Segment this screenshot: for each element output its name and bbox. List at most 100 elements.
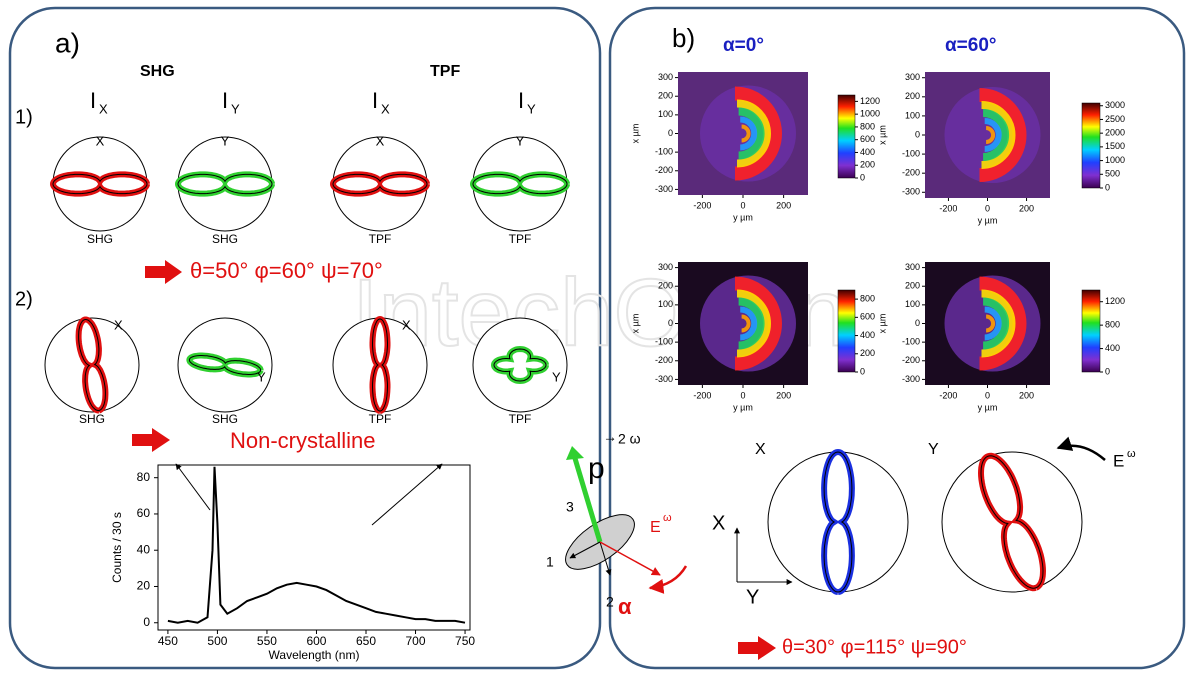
colorbar-tick-label: 400 bbox=[1105, 343, 1120, 353]
colorbar-tick-label: 200 bbox=[860, 160, 875, 170]
x-tick-label: -200 bbox=[939, 203, 957, 213]
label: α bbox=[618, 594, 632, 619]
x-axis-label: y µm bbox=[978, 402, 998, 412]
polar-axis: X bbox=[114, 317, 123, 332]
y-tick-label: 40 bbox=[137, 542, 151, 556]
spectrum-line bbox=[168, 467, 465, 623]
colorbar-tick-label: 1500 bbox=[1105, 141, 1125, 151]
pointer bbox=[176, 464, 210, 510]
colorbar-tick-label: 0 bbox=[1105, 182, 1110, 192]
x-tick-label: 200 bbox=[1019, 203, 1034, 213]
plot-frame bbox=[158, 465, 470, 630]
polar-axis: X bbox=[96, 133, 105, 148]
y-tick-label: 100 bbox=[905, 299, 920, 309]
alpha-header: α=0° bbox=[723, 35, 764, 56]
colorbar-tick-label: 400 bbox=[860, 147, 875, 157]
colorbar-tick-label: 0 bbox=[860, 172, 865, 182]
result: θ=30° φ=115° ψ=90° bbox=[782, 636, 967, 658]
figure: IntechOpen a) SHG TPF 1) 2) θ=50° φ=60° … bbox=[0, 0, 1190, 675]
arrowhead bbox=[566, 446, 584, 460]
y-tick-label: 300 bbox=[905, 262, 920, 272]
polar-name: SHG bbox=[212, 232, 238, 246]
rotation bbox=[1058, 446, 1105, 460]
column-header-sub: X bbox=[381, 101, 390, 116]
label: E bbox=[650, 519, 661, 536]
y-tick-label: -100 bbox=[902, 148, 920, 158]
y-tick-label: -200 bbox=[655, 355, 673, 365]
polar-name: TPF bbox=[369, 412, 392, 426]
x-tick-label: 450 bbox=[158, 634, 178, 648]
arrow bbox=[132, 428, 170, 452]
x-tick-label: 0 bbox=[985, 203, 990, 213]
colorbar-tick-label: 600 bbox=[860, 134, 875, 144]
y-tick-label: -300 bbox=[902, 187, 920, 197]
x-tick-label: 750 bbox=[455, 634, 475, 648]
polar-name: TPF bbox=[509, 232, 532, 246]
panel-label: b) bbox=[672, 23, 695, 53]
column-header-sub: X bbox=[99, 101, 108, 116]
x-tick-label: -200 bbox=[939, 390, 957, 400]
x-tick-label: 500 bbox=[207, 634, 227, 648]
y-tick-label: 80 bbox=[137, 470, 151, 484]
colorbar bbox=[838, 95, 855, 178]
label: 2 bbox=[606, 594, 614, 610]
x-tick-label: 550 bbox=[257, 634, 277, 648]
section-title: TPF bbox=[430, 63, 460, 80]
x-tick-label: 0 bbox=[985, 390, 990, 400]
y-axis-label: x µm bbox=[877, 314, 887, 334]
polar-field: ω bbox=[1127, 448, 1136, 460]
y-tick-label: -200 bbox=[902, 355, 920, 365]
y-tick-label: 300 bbox=[658, 262, 673, 272]
y-tick-label: -300 bbox=[655, 374, 673, 384]
colorbar-tick-label: 0 bbox=[860, 366, 865, 376]
y-tick-label: 0 bbox=[143, 615, 150, 629]
y-tick-label: 200 bbox=[905, 91, 920, 101]
y-tick-label: 60 bbox=[137, 506, 151, 520]
polar-name: TPF bbox=[369, 232, 392, 246]
y-tick-label: 200 bbox=[658, 91, 673, 101]
arrow bbox=[145, 260, 182, 284]
colorbar-tick-label: 1200 bbox=[860, 96, 880, 106]
y-tick-label: 20 bbox=[137, 579, 151, 593]
x-tick-label: 0 bbox=[740, 390, 745, 400]
colorbar-tick-label: 800 bbox=[1105, 320, 1120, 330]
y-tick-label: 0 bbox=[668, 128, 673, 138]
frame-label: X bbox=[712, 512, 725, 534]
y-tick-label: 0 bbox=[915, 318, 920, 328]
colorbar-tick-label: 600 bbox=[860, 312, 875, 322]
orientation-diagram: → 2 ω p 3 1 2 α E ω bbox=[546, 429, 686, 619]
colorbar bbox=[1082, 290, 1100, 372]
y-tick-label: -200 bbox=[902, 168, 920, 178]
column-header-sub: Y bbox=[527, 101, 536, 116]
colorbar bbox=[1082, 103, 1100, 188]
y-axis-label: x µm bbox=[630, 124, 640, 144]
y-tick-label: 200 bbox=[658, 281, 673, 291]
y-axis-label: x µm bbox=[877, 125, 887, 145]
pointer bbox=[372, 464, 442, 525]
y-tick-label: -100 bbox=[655, 147, 673, 157]
x-tick-label: 700 bbox=[406, 634, 426, 648]
polar-name: SHG bbox=[87, 232, 113, 246]
result: Non-crystalline bbox=[230, 428, 376, 453]
y-tick-label: 100 bbox=[658, 109, 673, 119]
polar-name: SHG bbox=[212, 412, 238, 426]
y-tick-label: -300 bbox=[655, 184, 673, 194]
y-tick-label: 200 bbox=[905, 281, 920, 291]
x-tick-label: 650 bbox=[356, 634, 376, 648]
arrow-symbol: → bbox=[603, 429, 617, 445]
polar-axis: Y bbox=[257, 369, 266, 384]
polar-axis: Y bbox=[516, 133, 525, 148]
x-tick-label: 200 bbox=[1019, 390, 1034, 400]
section-title: SHG bbox=[140, 63, 175, 80]
colorbar-tick-label: 2000 bbox=[1105, 128, 1125, 138]
polar-field: E bbox=[1113, 451, 1124, 470]
x-tick-label: -200 bbox=[693, 200, 711, 210]
frame-label: Y bbox=[746, 586, 759, 608]
polar-axis: X bbox=[376, 133, 385, 148]
column-header-sub: Y bbox=[231, 101, 240, 116]
polar-label: X bbox=[755, 441, 766, 458]
y-tick-label: 100 bbox=[658, 299, 673, 309]
column-header: I bbox=[222, 88, 228, 113]
label: 1 bbox=[546, 554, 554, 570]
x-axis-label: y µm bbox=[733, 402, 753, 412]
